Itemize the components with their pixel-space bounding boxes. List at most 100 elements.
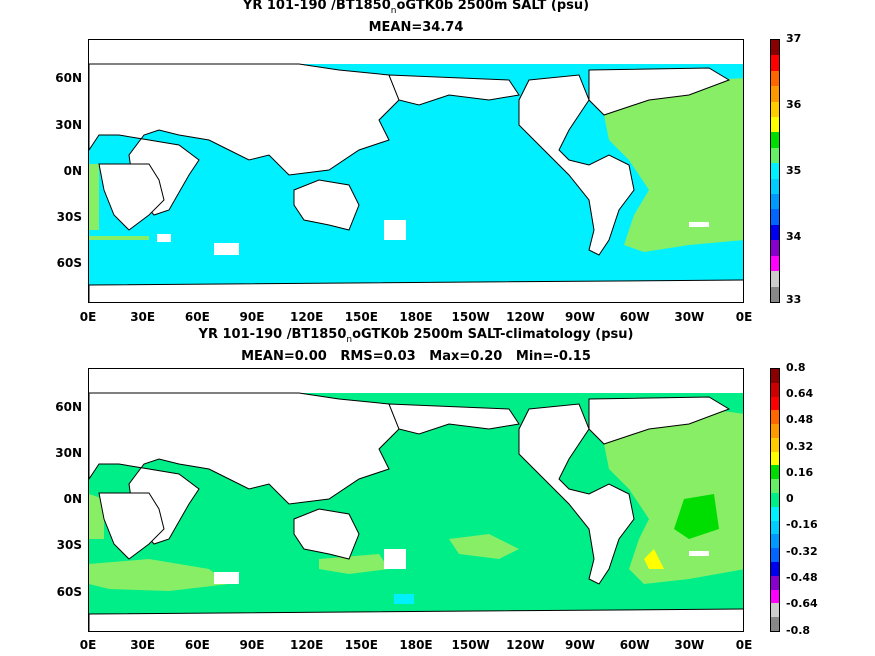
panel2-cbar-swatch-1 bbox=[771, 382, 779, 397]
panel1-xlabel-9: 90W bbox=[565, 310, 595, 324]
panel2-cbar-label-3: 0.32 bbox=[786, 440, 814, 453]
panel2-land bbox=[89, 392, 743, 631]
panel2-xlabel-7: 150W bbox=[451, 638, 490, 652]
panel2-cbar-swatch-7 bbox=[771, 465, 779, 480]
panel2-map-svg bbox=[89, 369, 743, 631]
panel1-xlabel-10: 60W bbox=[619, 310, 650, 324]
panel2-cbar-swatch-17 bbox=[771, 603, 779, 618]
panel2-title: YR 101-190 /BT1850noGTK0b 2500m SALT-cli… bbox=[88, 327, 744, 345]
panel2-xlabel-5: 150E bbox=[344, 638, 378, 652]
panel2-ylabel-60s: 60S bbox=[56, 585, 82, 599]
panel2-xlabel-12: 0E bbox=[735, 638, 753, 652]
panel1-xlabel-3: 90E bbox=[239, 310, 265, 324]
panel2-gaps bbox=[214, 404, 709, 584]
panel1-title-pre: YR 101-190 /BT1850 bbox=[242, 0, 391, 13]
panel2-xlabel-10: 60W bbox=[619, 638, 650, 652]
panel1-cbar-swatch-0 bbox=[771, 40, 779, 56]
panel2-xlabel-6: 180E bbox=[399, 638, 433, 652]
panel2-cbar-swatch-0 bbox=[771, 369, 779, 383]
panel2-cbar-label-2: 0.48 bbox=[786, 413, 814, 426]
panel1-cbar-swatch-4 bbox=[771, 101, 779, 118]
panel2-arctic bbox=[89, 369, 743, 393]
panel1-xlabel-8: 120W bbox=[506, 310, 545, 324]
panel2-cbar-swatch-12 bbox=[771, 534, 779, 549]
panel1-title: YR 101-190 /BT1850noGTK0b 2500m SALT (ps… bbox=[88, 0, 744, 16]
panel1-gaps bbox=[157, 75, 709, 255]
panel1-map-svg bbox=[89, 40, 743, 302]
panel1-xlabel-11: 30W bbox=[674, 310, 705, 324]
panel2-ylabel-30n: 30N bbox=[55, 446, 82, 460]
panel2-xlabel-9: 90W bbox=[565, 638, 595, 652]
panel1-cbar-swatch-12 bbox=[771, 224, 779, 241]
panel2-cbar-swatch-18 bbox=[771, 617, 779, 631]
panel2-ylabel-30s: 30S bbox=[56, 538, 82, 552]
panel1-cbar-swatch-2 bbox=[771, 70, 779, 87]
panel2-xlabel-8: 120W bbox=[506, 638, 545, 652]
panel1-cbar-swatch-6 bbox=[771, 132, 779, 148]
panel1-cbar-label-36: 36 bbox=[786, 98, 802, 111]
panel1-xlabel-1: 30E bbox=[130, 310, 156, 324]
panel1-cbar-swatch-5 bbox=[771, 117, 779, 133]
panel1-stats: MEAN=34.74 bbox=[368, 20, 464, 35]
panel2-cbar-swatch-5 bbox=[771, 437, 779, 452]
panel2-xlabel-1: 30E bbox=[130, 638, 156, 652]
panel2-ylabel-0n: 0N bbox=[63, 492, 82, 506]
panel1-cbar-swatch-14 bbox=[771, 255, 779, 272]
panel1-cbar-swatch-8 bbox=[771, 163, 779, 179]
panel2-cbar-swatch-4 bbox=[771, 424, 779, 438]
panel2-cbar-label-10: -0.8 bbox=[786, 624, 811, 637]
panel2-title-sub: n bbox=[346, 335, 353, 345]
panel2-cbar-label-7: -0.32 bbox=[786, 545, 818, 558]
panel2-cbar-swatch-6 bbox=[771, 451, 779, 466]
panel1-cbar-label-34: 34 bbox=[786, 230, 802, 243]
panel2-cbar-label-4: 0.16 bbox=[786, 466, 814, 479]
panel2-cbar-swatch-15 bbox=[771, 575, 779, 590]
panel1-cbar-swatch-11 bbox=[771, 209, 779, 225]
panel1-xlabel-0: 0E bbox=[79, 310, 97, 324]
panel1-cbar-swatch-7 bbox=[771, 147, 779, 164]
panel1-xlabel-2: 60E bbox=[184, 310, 210, 324]
panel1-cbar-label-37: 37 bbox=[786, 32, 802, 45]
panel2-strong-anomaly bbox=[674, 494, 719, 539]
panel2-colorbar bbox=[770, 368, 780, 632]
panel1-atlantic-east-edge bbox=[89, 164, 99, 230]
panel2-cbar-label-0: 0.8 bbox=[786, 361, 806, 374]
panel1-land bbox=[89, 63, 743, 302]
panel1-cbar-swatch-10 bbox=[771, 194, 779, 210]
panel2-ylabel-60n: 60N bbox=[55, 400, 82, 414]
panel2-map bbox=[88, 368, 744, 632]
panel2-cbar-label-6: -0.16 bbox=[786, 518, 818, 531]
panel2-xlabel-0: 0E bbox=[79, 638, 97, 652]
panel2-cbar-swatch-10 bbox=[771, 506, 779, 521]
panel1-ylabel-60s: 60S bbox=[56, 256, 82, 270]
panel2-cbar-label-1: 0.64 bbox=[786, 387, 814, 400]
panel2-cbar-label-9: -0.64 bbox=[786, 597, 818, 610]
panel2-xlabel-3: 90E bbox=[239, 638, 265, 652]
panel2-cbar-swatch-11 bbox=[771, 520, 779, 535]
panel1-ylabel-30s: 30S bbox=[56, 210, 82, 224]
panel2-title-post: oGTK0b 2500m SALT-climatology (psu) bbox=[352, 327, 634, 342]
panel1-ylabel-30n: 30N bbox=[55, 118, 82, 132]
panel1-cbar-label-33: 33 bbox=[786, 293, 802, 306]
panel1-map bbox=[88, 39, 744, 303]
panel1-xlabel-6: 180E bbox=[399, 310, 433, 324]
panel1-title-sub: n bbox=[390, 6, 397, 16]
panel1-colorbar bbox=[770, 39, 780, 303]
panel2-xlabel-11: 30W bbox=[674, 638, 705, 652]
panel1-atlantic-salty bbox=[604, 78, 743, 252]
panel2-cbar-swatch-13 bbox=[771, 548, 779, 562]
panel2-cbar-swatch-3 bbox=[771, 410, 779, 425]
panel1-cbar-label-35: 35 bbox=[786, 164, 802, 177]
panel2-cbar-label-5: 0 bbox=[786, 492, 794, 505]
panel2-cbar-swatch-8 bbox=[771, 479, 779, 494]
panel2-cbar-swatch-9 bbox=[771, 493, 779, 507]
panel1-xlabel-12: 0E bbox=[735, 310, 753, 324]
panel1-cbar-swatch-15 bbox=[771, 271, 779, 287]
panel2-yellow-anomaly bbox=[644, 549, 664, 569]
panel1-cbar-swatch-16 bbox=[771, 286, 779, 302]
panel1-xlabel-5: 150E bbox=[344, 310, 378, 324]
panel2-stats: MEAN=0.00 RMS=0.03 Max=0.20 Min=-0.15 bbox=[241, 349, 591, 364]
panel1-cbar-swatch-1 bbox=[771, 55, 779, 71]
panel2-negative-patch bbox=[394, 594, 414, 604]
panel2-xlabel-4: 120E bbox=[290, 638, 324, 652]
